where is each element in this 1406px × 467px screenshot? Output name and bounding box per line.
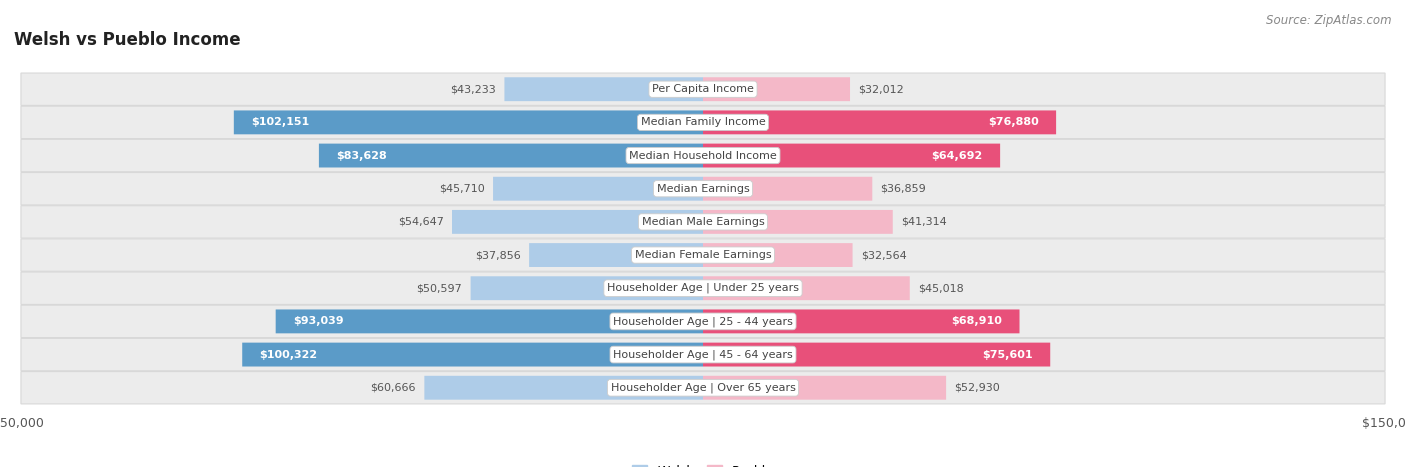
FancyBboxPatch shape xyxy=(21,106,1385,139)
FancyBboxPatch shape xyxy=(21,339,1385,371)
FancyBboxPatch shape xyxy=(451,210,703,234)
Text: $60,666: $60,666 xyxy=(371,383,416,393)
FancyBboxPatch shape xyxy=(21,73,1385,106)
FancyBboxPatch shape xyxy=(21,172,1385,205)
FancyBboxPatch shape xyxy=(703,310,1019,333)
Text: Median Female Earnings: Median Female Earnings xyxy=(634,250,772,260)
FancyBboxPatch shape xyxy=(703,276,910,300)
FancyBboxPatch shape xyxy=(276,310,703,333)
Text: Householder Age | Over 65 years: Householder Age | Over 65 years xyxy=(610,382,796,393)
Text: Householder Age | 45 - 64 years: Householder Age | 45 - 64 years xyxy=(613,349,793,360)
FancyBboxPatch shape xyxy=(21,239,1385,271)
Text: $50,597: $50,597 xyxy=(416,283,463,293)
Text: $36,859: $36,859 xyxy=(880,184,927,194)
Text: Householder Age | 25 - 44 years: Householder Age | 25 - 44 years xyxy=(613,316,793,326)
Text: Welsh vs Pueblo Income: Welsh vs Pueblo Income xyxy=(14,31,240,49)
FancyBboxPatch shape xyxy=(242,343,703,367)
Text: Median Earnings: Median Earnings xyxy=(657,184,749,194)
FancyBboxPatch shape xyxy=(233,110,703,134)
FancyBboxPatch shape xyxy=(703,376,946,400)
Text: $45,710: $45,710 xyxy=(439,184,485,194)
Text: $32,012: $32,012 xyxy=(858,84,904,94)
FancyBboxPatch shape xyxy=(703,177,872,201)
Text: Median Male Earnings: Median Male Earnings xyxy=(641,217,765,227)
FancyBboxPatch shape xyxy=(21,305,1385,338)
Text: $54,647: $54,647 xyxy=(398,217,444,227)
Text: $43,233: $43,233 xyxy=(450,84,496,94)
Legend: Welsh, Pueblo: Welsh, Pueblo xyxy=(627,460,779,467)
Text: $93,039: $93,039 xyxy=(292,317,343,326)
FancyBboxPatch shape xyxy=(319,144,703,168)
Text: $37,856: $37,856 xyxy=(475,250,520,260)
Text: Median Household Income: Median Household Income xyxy=(628,150,778,161)
Text: $75,601: $75,601 xyxy=(983,350,1033,360)
FancyBboxPatch shape xyxy=(21,372,1385,404)
FancyBboxPatch shape xyxy=(529,243,703,267)
FancyBboxPatch shape xyxy=(471,276,703,300)
FancyBboxPatch shape xyxy=(703,210,893,234)
Text: Median Family Income: Median Family Income xyxy=(641,117,765,127)
FancyBboxPatch shape xyxy=(703,343,1050,367)
Text: $64,692: $64,692 xyxy=(932,150,983,161)
Text: $83,628: $83,628 xyxy=(336,150,387,161)
Text: Source: ZipAtlas.com: Source: ZipAtlas.com xyxy=(1267,14,1392,27)
Text: $41,314: $41,314 xyxy=(901,217,946,227)
FancyBboxPatch shape xyxy=(425,376,703,400)
FancyBboxPatch shape xyxy=(21,272,1385,304)
FancyBboxPatch shape xyxy=(703,243,852,267)
Text: $52,930: $52,930 xyxy=(955,383,1000,393)
Text: $68,910: $68,910 xyxy=(952,317,1002,326)
Text: $100,322: $100,322 xyxy=(260,350,318,360)
FancyBboxPatch shape xyxy=(505,77,703,101)
Text: $102,151: $102,151 xyxy=(252,117,309,127)
Text: Householder Age | Under 25 years: Householder Age | Under 25 years xyxy=(607,283,799,293)
FancyBboxPatch shape xyxy=(21,205,1385,238)
FancyBboxPatch shape xyxy=(494,177,703,201)
FancyBboxPatch shape xyxy=(21,139,1385,172)
FancyBboxPatch shape xyxy=(703,110,1056,134)
FancyBboxPatch shape xyxy=(703,77,851,101)
Text: $45,018: $45,018 xyxy=(918,283,963,293)
Text: $76,880: $76,880 xyxy=(988,117,1039,127)
Text: $32,564: $32,564 xyxy=(860,250,907,260)
FancyBboxPatch shape xyxy=(703,144,1000,168)
Text: Per Capita Income: Per Capita Income xyxy=(652,84,754,94)
